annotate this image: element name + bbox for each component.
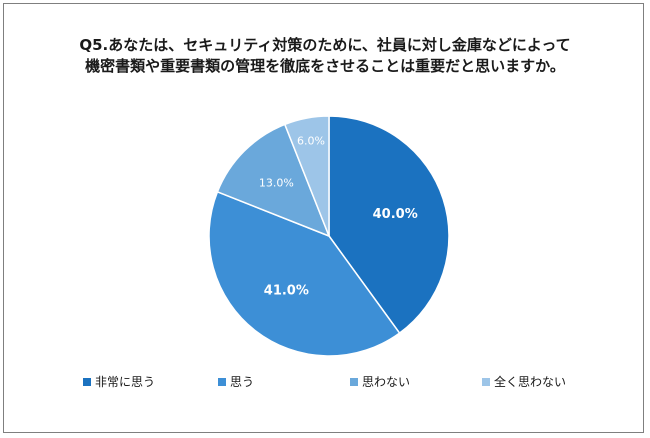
pie-slice-3	[216, 123, 331, 238]
chart-title: Q5.あなたは、セキュリティ対策のために、社員に対し金庫などによって 機密書類や…	[0, 35, 650, 77]
legend-swatch-4	[482, 377, 490, 386]
legend-label-2: 思う	[230, 375, 255, 389]
legend-swatch-3	[350, 377, 358, 386]
pie-data-label-1: 40.0%	[373, 207, 418, 222]
pie-slice-1	[328, 115, 450, 335]
chart-title-line-2: 機密書類や重要書類の管理を徹底をさせることは重要だと思いますか。	[85, 57, 565, 75]
pie-data-label-2: 41.0%	[264, 283, 309, 298]
legend-swatch-1	[83, 377, 91, 386]
pie-slice-2	[208, 190, 401, 357]
legend-item-2: 思う	[218, 373, 254, 390]
legend-item-3: 思わない	[350, 373, 410, 390]
pie-data-label-3: 13.0%	[259, 176, 294, 189]
chart-legend: 非常に思う 思う 思わない 全く思わない	[0, 373, 650, 389]
legend-swatch-2	[218, 377, 226, 386]
legend-label-3: 思わない	[362, 375, 411, 389]
legend-label-1: 非常に思う	[95, 375, 156, 389]
pie-data-label-4: 6.0%	[297, 135, 325, 148]
chart-title-line-1: Q5.あなたは、セキュリティ対策のために、社員に対し金庫などによって	[79, 36, 571, 54]
legend-item-1: 非常に思う	[83, 373, 155, 390]
legend-label-4: 全く思わない	[494, 375, 567, 389]
legend-item-4: 全く思わない	[482, 373, 566, 390]
pie-slice-4	[283, 115, 330, 237]
